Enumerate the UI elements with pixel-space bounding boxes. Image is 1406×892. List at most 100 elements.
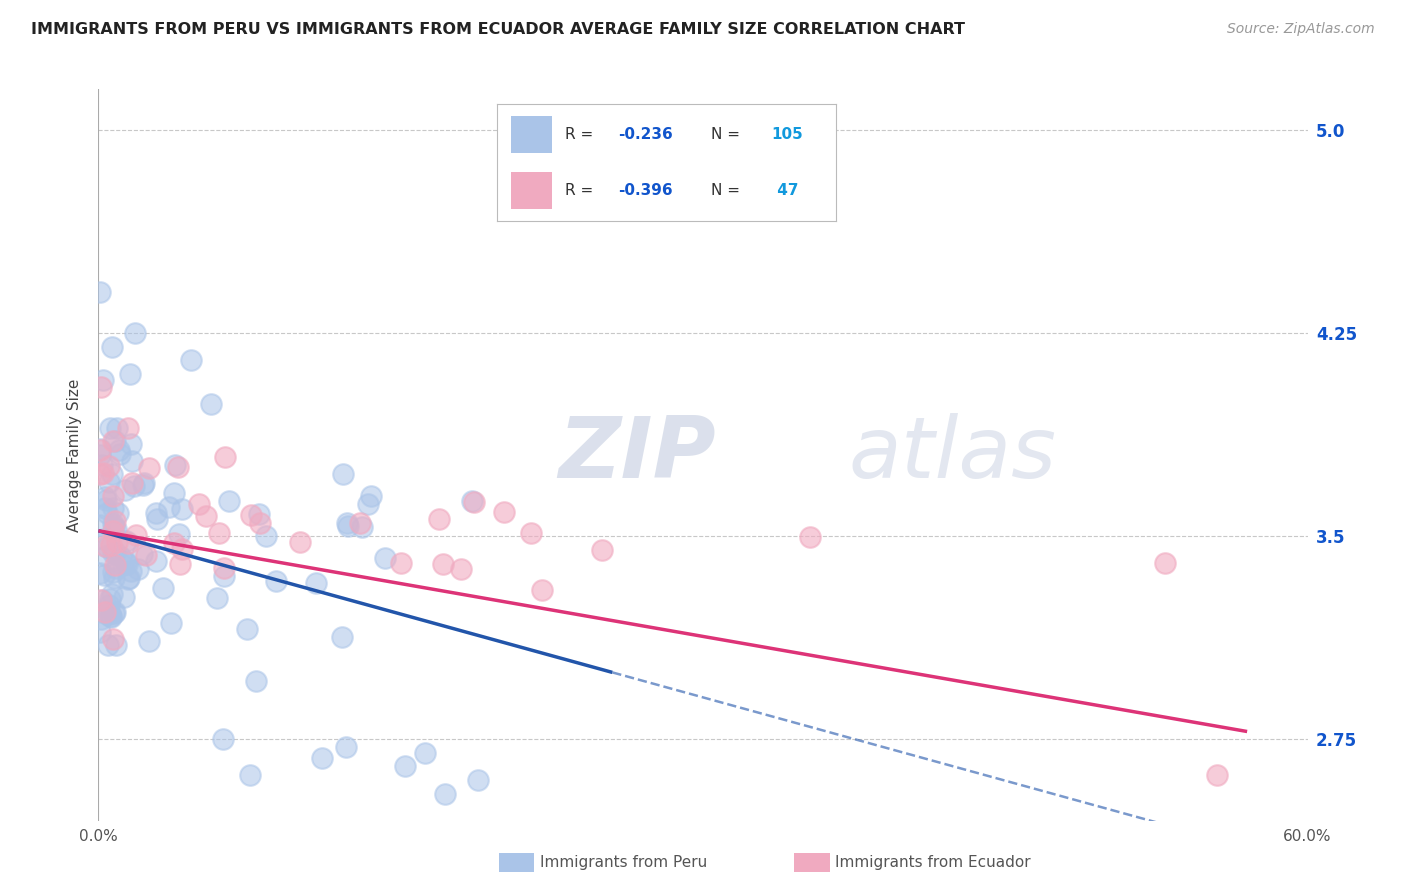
Point (100, 610, 122, 624)
Point (90, 612, 112, 626)
Point (96, 638, 118, 652)
Point (93, 533, 115, 547)
Point (105, 638, 128, 652)
Point (492, 505, 515, 519)
Point (394, 759, 416, 773)
Point (97, 475, 120, 490)
Point (117, 421, 139, 435)
Point (212, 732, 235, 747)
Point (432, 557, 454, 571)
Point (89, 518, 111, 533)
Point (103, 607, 125, 621)
Point (304, 575, 326, 590)
Point (120, 564, 142, 578)
Point (105, 560, 128, 574)
Point (89, 442, 111, 457)
Point (163, 536, 186, 550)
Point (467, 772, 489, 787)
Point (100, 609, 122, 624)
Point (124, 326, 146, 340)
Text: atlas: atlas (848, 413, 1056, 497)
Point (101, 489, 124, 503)
Point (105, 522, 128, 536)
Point (108, 447, 131, 461)
Point (96, 607, 118, 621)
Point (389, 556, 412, 570)
Point (264, 574, 287, 589)
Point (115, 534, 138, 549)
Point (374, 551, 396, 566)
Point (98, 598, 121, 612)
Point (311, 751, 333, 765)
Point (114, 483, 136, 497)
Point (91, 373, 114, 387)
Point (93, 568, 115, 582)
Point (1154, 557, 1177, 571)
Point (132, 478, 155, 492)
Point (413, 746, 436, 760)
Point (91, 466, 114, 480)
Point (89, 285, 111, 300)
Point (360, 489, 382, 503)
Point (103, 571, 125, 585)
Point (163, 458, 186, 472)
Point (245, 674, 267, 689)
Y-axis label: Average Family Size: Average Family Size (67, 378, 83, 532)
Point (105, 421, 128, 435)
Point (100, 467, 122, 481)
Point (180, 353, 202, 368)
Point (799, 530, 821, 544)
Point (208, 525, 231, 540)
Point (218, 494, 240, 508)
Point (236, 622, 259, 636)
Point (96, 540, 118, 554)
Point (145, 506, 167, 520)
Point (122, 479, 145, 493)
Point (115, 557, 138, 571)
Point (90, 593, 112, 607)
Point (96, 549, 118, 563)
Point (101, 516, 124, 531)
Point (105, 535, 128, 549)
Point (97, 459, 120, 474)
Point (103, 520, 125, 534)
Point (112, 591, 135, 605)
Point (160, 615, 183, 630)
Point (104, 514, 127, 528)
Text: Immigrants from Peru: Immigrants from Peru (540, 855, 707, 870)
Point (461, 494, 484, 508)
Text: ZIP: ZIP (558, 413, 716, 497)
Point (247, 507, 270, 521)
Point (89, 624, 111, 639)
Point (110, 550, 132, 565)
Point (337, 519, 360, 533)
Point (107, 506, 129, 520)
Point (200, 397, 222, 411)
Point (194, 508, 217, 523)
Point (519, 525, 541, 540)
Point (104, 545, 127, 559)
Point (94, 501, 117, 516)
Point (427, 512, 450, 526)
Point (335, 740, 357, 755)
Text: Immigrants from Ecuador: Immigrants from Ecuador (835, 855, 1031, 870)
Point (98, 591, 121, 606)
Point (336, 516, 359, 530)
Point (240, 508, 263, 522)
Point (90, 380, 112, 394)
Point (89, 442, 111, 457)
Point (352, 520, 374, 534)
Point (138, 634, 160, 648)
Point (118, 571, 141, 585)
Point (152, 581, 174, 595)
Point (101, 566, 124, 580)
Point (167, 460, 190, 475)
Point (103, 501, 125, 516)
Point (188, 497, 211, 511)
Point (104, 605, 127, 619)
Point (288, 534, 311, 549)
Point (120, 437, 142, 451)
Point (121, 454, 143, 468)
Point (118, 367, 141, 381)
Point (450, 562, 472, 576)
